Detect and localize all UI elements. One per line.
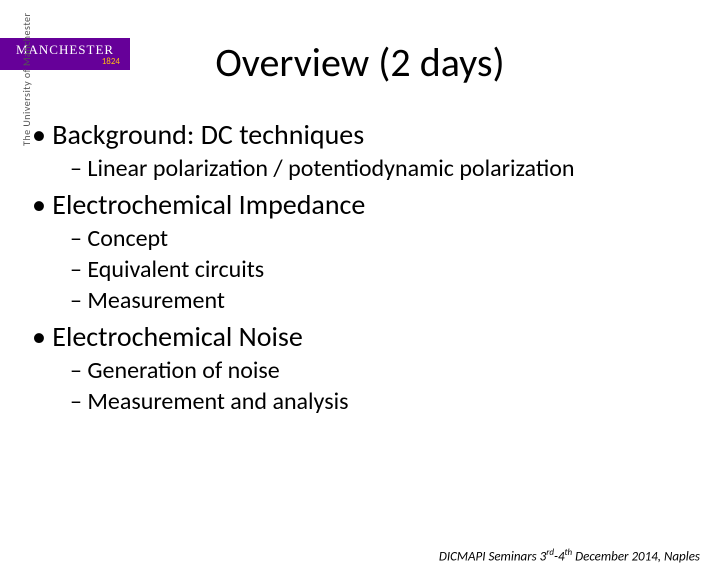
slide-content: Background: DC techniques Linear polariz…: [0, 117, 720, 416]
sub-bullet-item: Measurement and analysis: [70, 387, 700, 416]
slide-footer: DICMAPI Seminars 3rd-4th December 2014, …: [439, 547, 700, 564]
footer-mid: -4: [554, 549, 565, 564]
sub-bullet-item: Linear polarization / potentiodynamic po…: [70, 154, 700, 183]
footer-ordinal: th: [565, 547, 573, 558]
sub-bullet-item: Generation of noise: [70, 356, 700, 385]
sub-bullet-item: Measurement: [70, 286, 700, 315]
footer-prefix: DICMAPI Seminars 3: [439, 549, 546, 564]
bullet-item: Background: DC techniques: [32, 117, 700, 152]
bullet-item: Electrochemical Impedance: [32, 187, 700, 222]
footer-ordinal: rd: [546, 547, 554, 558]
logo-sidebar-text: The University of Manchester: [20, 12, 33, 146]
sub-bullet-item: Concept: [70, 224, 700, 253]
logo-year: 1824: [102, 57, 120, 66]
footer-suffix: December 2014, Naples: [572, 549, 700, 564]
sub-bullet-item: Equivalent circuits: [70, 255, 700, 284]
bullet-item: Electrochemical Noise: [32, 319, 700, 354]
